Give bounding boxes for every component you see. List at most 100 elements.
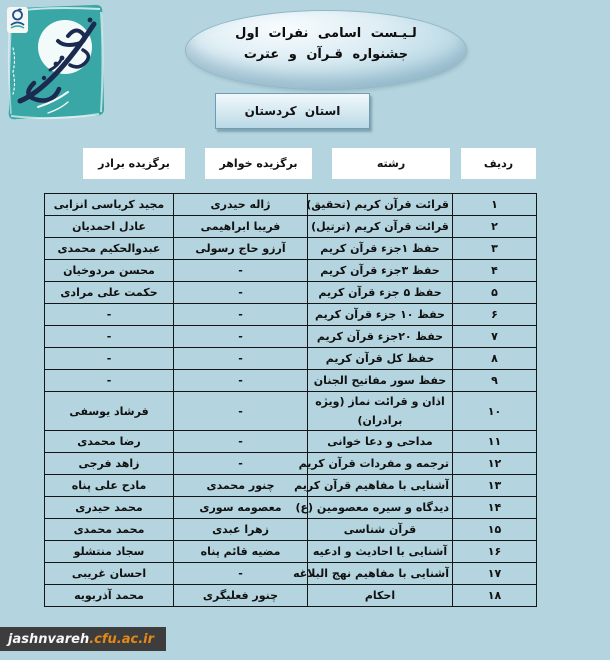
- brother-winner-cell: محمد حیدری: [44, 496, 174, 519]
- sister-winner-cell: -: [173, 562, 308, 585]
- sister-winner-cell: -: [173, 391, 308, 431]
- brother-winner-cell: سجاد منتشلو: [44, 540, 174, 563]
- brother-winner-cell: -: [44, 347, 174, 370]
- table-row: ۱۰ اذان و قرائت نماز (ویژه برادران) - فرش…: [44, 391, 537, 431]
- table-row: ۱۵ قرآن شناسی زهرا عبدی محمد محمدی: [44, 518, 537, 541]
- table-row: ۱ قرائت قرآن کریم (تحقیق) ژاله حیدری مجی…: [44, 193, 537, 216]
- field-cell: دیدگاه و سیره معصومین (ع): [296, 496, 453, 519]
- university-emblem-icon: [7, 7, 28, 33]
- brother-winner-cell: -: [44, 369, 174, 392]
- sister-winner-cell: -: [173, 325, 308, 348]
- brother-winner-cell: زاهد فرجی: [44, 452, 174, 475]
- table-row: ۱۱ مداحی و دعا خوانی - رضا محمدی: [44, 430, 537, 453]
- table-row: ۳ حفظ ۱جزء قرآن کریم آرزو حاج رسولی عبدو…: [44, 237, 537, 260]
- brother-winner-cell: حکمت علی مرادی: [44, 281, 174, 304]
- field-cell: احکام: [307, 584, 453, 607]
- row-number-cell: ۱۰: [452, 391, 537, 431]
- title-line-1: لـیـست اسامی نفرات اول: [235, 26, 417, 41]
- festival-logo: [4, 4, 106, 122]
- sister-winner-cell: -: [173, 347, 308, 370]
- row-number-cell: ۱۳: [452, 474, 537, 497]
- header-brother-winner: برگزیده برادر: [83, 148, 185, 179]
- field-cell: حفظ ۱۰ جزء قرآن کریم: [307, 303, 453, 326]
- row-number-cell: ۱۱: [452, 430, 537, 453]
- field-cell: قرائت قرآن کریم (ترتیل): [307, 215, 453, 238]
- table-row: ۱۳ آشنایی با مفاهیم قرآن کریم چنور محمدی…: [44, 474, 537, 497]
- field-cell: حفظ ۱جزء قرآن کریم: [307, 237, 453, 260]
- row-number-cell: ۱۶: [452, 540, 537, 563]
- field-cell: قرائت قرآن کریم (تحقیق): [306, 193, 453, 216]
- table-row: ۱۴ دیدگاه و سیره معصومین (ع) معصومه سوری…: [44, 496, 537, 519]
- brother-winner-cell: محسن مردوخیان: [44, 259, 174, 282]
- festival-title-banner: لـیـست اسامی نفرات اول جشنواره قـرآن و ع…: [185, 10, 467, 90]
- brother-winner-cell: -: [44, 303, 174, 326]
- row-number-cell: ۱۸: [452, 584, 537, 607]
- row-number-cell: ۱۴: [452, 496, 537, 519]
- header-sister-winner: برگزیده خواهر: [205, 148, 312, 179]
- site-name: jashnvareh: [8, 631, 90, 647]
- winners-table: ۱ قرائت قرآن کریم (تحقیق) ژاله حیدری مجی…: [44, 193, 537, 607]
- sister-winner-cell: ژاله حیدری: [173, 193, 308, 216]
- field-cell: حفظ ۲۰جزء قرآن کریم: [307, 325, 453, 348]
- field-cell: حفظ ۳جزء قرآن کریم: [307, 259, 453, 282]
- brother-winner-cell: عادل احمدیان: [44, 215, 174, 238]
- table-row: ۶ حفظ ۱۰ جزء قرآن کریم - -: [44, 303, 537, 326]
- table-row: ۲ قرائت قرآن کریم (ترتیل) فریبا ابراهیمی…: [44, 215, 537, 238]
- brother-winner-cell: عبدوالحکیم محمدی: [44, 237, 174, 260]
- brother-winner-cell: محمد آذربویه: [44, 584, 174, 607]
- field-cell: مداحی و دعا خوانی: [307, 430, 453, 453]
- table-row: ۵ حفظ ۵ جزء قرآن کریم - حکمت علی مرادی: [44, 281, 537, 304]
- row-number-cell: ۷: [452, 325, 537, 348]
- sister-winner-cell: معصومه سوری: [173, 496, 308, 519]
- sister-winner-cell: -: [173, 303, 308, 326]
- field-cell: آشنایی با مفاهیم قرآن کریم: [294, 474, 453, 497]
- brother-winner-cell: فرشاد یوسفی: [44, 391, 174, 431]
- winners-table-section: ردیف رشته برگزیده خواهر برگزیده برادر ۱ …: [44, 148, 537, 607]
- row-number-cell: ۱۷: [452, 562, 537, 585]
- table-row: ۱۲ ترجمه و مفردات قرآن کریم - زاهد فرجی: [44, 452, 537, 475]
- festival-logo-icon: [7, 4, 105, 120]
- brother-winner-cell: مادح علی پناه: [44, 474, 174, 497]
- row-number-cell: ۲: [452, 215, 537, 238]
- table-header-row: ردیف رشته برگزیده خواهر برگزیده برادر: [73, 148, 537, 179]
- table-row: ۹ حفظ سور مفاتیح الجنان - -: [44, 369, 537, 392]
- brother-winner-cell: -: [44, 325, 174, 348]
- province-box: استان كردستان: [215, 93, 370, 129]
- field-cell: آشنایی با مفاهیم نهج البلاغه: [293, 562, 453, 585]
- brother-winner-cell: مجید کرباسی انزابی: [44, 193, 174, 216]
- title-line-2: جشنواره قـرآن و عترت: [243, 47, 409, 62]
- row-number-cell: ۱: [452, 193, 537, 216]
- field-cell: قرآن شناسی: [307, 518, 453, 541]
- field-cell: حفظ سور مفاتیح الجنان: [307, 369, 453, 392]
- table-row: ۱۸ احکام چنور فعلیگری محمد آذربویه: [44, 584, 537, 607]
- table-row: ۴ حفظ ۳جزء قرآن کریم - محسن مردوخیان: [44, 259, 537, 282]
- table-row: ۷ حفظ ۲۰جزء قرآن کریم - -: [44, 325, 537, 348]
- sister-winner-cell: -: [173, 369, 308, 392]
- sister-winner-cell: زهرا عبدی: [173, 518, 308, 541]
- header-reshte: رشته: [332, 148, 450, 179]
- brother-winner-cell: رضا محمدی: [44, 430, 174, 453]
- field-cell: آشنایی با احادیث و ادعیه: [307, 540, 453, 563]
- province-label: استان كردستان: [244, 104, 341, 118]
- table-row: ۱۶ آشنایی با احادیث و ادعیه مضیه قائم پن…: [44, 540, 537, 563]
- row-number-cell: ۱۲: [452, 452, 537, 475]
- field-cell: حفظ ۵ جزء قرآن کریم: [307, 281, 453, 304]
- row-number-cell: ۶: [452, 303, 537, 326]
- row-number-cell: ۳: [452, 237, 537, 260]
- sister-winner-cell: -: [173, 452, 308, 475]
- field-cell: ترجمه و مفردات قرآن کریم: [299, 452, 453, 475]
- sister-winner-cell: چنور محمدی: [173, 474, 308, 497]
- brother-winner-cell: محمد محمدی: [44, 518, 174, 541]
- field-cell: حفظ کل قرآن کریم: [307, 347, 453, 370]
- table-row: ۸ حفظ کل قرآن کریم - -: [44, 347, 537, 370]
- header-radif: ردیف: [461, 148, 536, 179]
- brother-winner-cell: احسان غریبی: [44, 562, 174, 585]
- sister-winner-cell: -: [173, 430, 308, 453]
- sister-winner-cell: آرزو حاج رسولی: [173, 237, 308, 260]
- sister-winner-cell: فریبا ابراهیمی: [173, 215, 308, 238]
- field-cell: اذان و قرائت نماز (ویژه برادران): [307, 391, 453, 431]
- site-domain: .cfu.ac.ir: [89, 631, 154, 647]
- sister-winner-cell: مضیه قائم پناه: [173, 540, 308, 563]
- sister-winner-cell: -: [173, 259, 308, 282]
- row-number-cell: ۴: [452, 259, 537, 282]
